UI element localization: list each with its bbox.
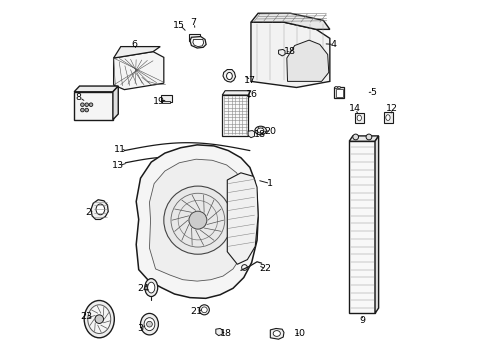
Ellipse shape [81,108,84,112]
Polygon shape [113,51,163,90]
Polygon shape [192,40,203,46]
Text: 18: 18 [220,329,231,338]
Bar [383,112,392,123]
Polygon shape [136,145,258,298]
Bar [162,101,170,103]
Text: 13: 13 [112,161,124,170]
Ellipse shape [163,186,231,254]
Bar [333,87,344,98]
Ellipse shape [146,321,152,327]
Polygon shape [113,46,160,58]
Text: 18: 18 [284,47,296,56]
Text: 3: 3 [137,324,143,333]
Ellipse shape [144,279,158,297]
Bar [190,40,198,42]
Text: 22: 22 [259,265,271,274]
Ellipse shape [334,86,337,89]
Ellipse shape [96,204,104,215]
Text: 21: 21 [190,307,202,316]
Ellipse shape [144,318,155,330]
Text: 10: 10 [293,329,305,338]
Ellipse shape [95,315,103,323]
Ellipse shape [352,134,358,140]
Ellipse shape [84,301,114,338]
Ellipse shape [337,86,340,89]
Text: 14: 14 [348,104,360,113]
Bar [354,113,363,123]
Text: 18: 18 [253,130,265,139]
Text: 15: 15 [173,21,185,30]
Text: 4: 4 [330,40,336,49]
Polygon shape [74,86,118,92]
Text: 5: 5 [369,87,375,96]
Polygon shape [270,328,284,339]
Text: 11: 11 [114,145,125,154]
Text: 12: 12 [386,104,397,113]
Polygon shape [149,159,247,281]
Bar [348,141,374,314]
Text: 6: 6 [131,40,137,49]
Text: 16: 16 [245,90,257,99]
Ellipse shape [199,305,209,315]
Polygon shape [247,131,254,138]
Polygon shape [250,22,329,87]
Text: 2: 2 [85,208,91,217]
Ellipse shape [85,103,88,107]
Bar [335,89,342,97]
Text: 20: 20 [264,127,276,136]
Ellipse shape [254,126,266,135]
Ellipse shape [147,282,155,293]
Polygon shape [250,13,329,30]
Bar [74,92,113,120]
Ellipse shape [88,305,110,333]
Ellipse shape [188,211,206,229]
Text: 7: 7 [190,18,196,27]
Bar [161,95,172,102]
Text: 1: 1 [266,179,272,188]
Ellipse shape [226,72,232,80]
Text: 9: 9 [358,316,365,325]
Ellipse shape [81,103,84,107]
Polygon shape [190,37,206,48]
Polygon shape [278,49,285,56]
Polygon shape [113,86,118,120]
Ellipse shape [366,134,371,140]
Text: 24: 24 [137,284,149,293]
Bar [188,35,199,41]
Ellipse shape [89,103,93,107]
Ellipse shape [273,330,280,336]
Polygon shape [91,200,108,220]
Polygon shape [222,91,250,95]
Ellipse shape [201,307,207,313]
Polygon shape [374,136,378,314]
Polygon shape [227,173,258,264]
Text: 8: 8 [76,93,81,102]
Ellipse shape [85,108,88,112]
Text: 23: 23 [80,312,92,321]
Bar [222,95,247,136]
Text: 17: 17 [244,76,256,85]
Ellipse shape [356,115,361,121]
Ellipse shape [385,115,389,121]
Ellipse shape [257,128,264,133]
Polygon shape [223,69,235,82]
Polygon shape [348,136,378,141]
Polygon shape [215,328,222,336]
Polygon shape [286,40,328,81]
Ellipse shape [140,314,158,335]
Text: 19: 19 [153,96,165,105]
